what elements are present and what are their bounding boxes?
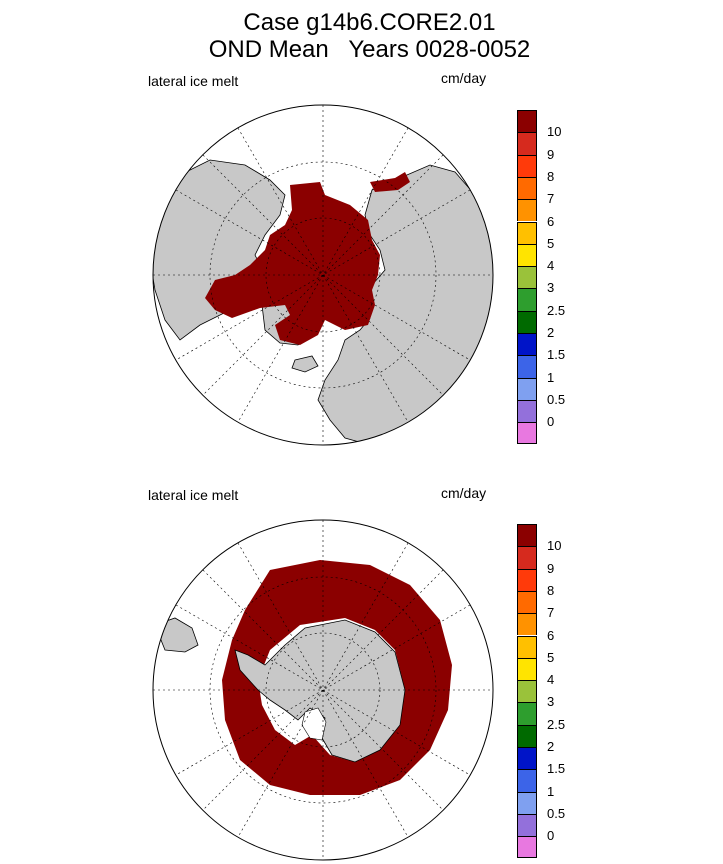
south-colorbar-tick-label: 2.5: [547, 716, 566, 732]
north-colorbar-swatch: [517, 176, 537, 200]
north-colorbar-tick-label: 4: [547, 258, 555, 274]
south-colorbar-tick-label: 0: [547, 828, 555, 844]
north-colorbar-tick-label: 0.5: [547, 391, 566, 407]
south-colorbar-tick-label: 4: [547, 672, 555, 688]
north-colorbar-swatch: [517, 199, 537, 222]
north-graticule: [153, 105, 493, 445]
south-graticule: [153, 520, 493, 860]
panel-south-variable-label: lateral ice melt: [148, 487, 239, 503]
panel-north-units-label: cm/day: [441, 70, 487, 86]
north-colorbar-tick-label: 8: [547, 168, 555, 184]
south-colorbar-swatch: [517, 769, 537, 792]
north-colorbar-tick-label: 10: [547, 124, 562, 140]
south-colorbar-swatch: [517, 747, 537, 770]
north-colorbar-swatch: [517, 110, 537, 133]
north-colorbar-tick-label: 7: [547, 191, 555, 207]
north-colorbar-tick-label: 3: [547, 280, 555, 296]
south-colorbar-tick-label: 3: [547, 694, 555, 710]
south-colorbar-tick-label: 9: [547, 560, 555, 576]
north-colorbar-swatch: [517, 399, 537, 423]
north-arctic-melt-region: [205, 182, 380, 345]
south-colorbar-swatch: [517, 724, 537, 747]
south-colorbar-swatch: [517, 813, 537, 837]
north-colorbar-swatch: [517, 288, 537, 311]
north-colorbar-tick-label: 0: [547, 414, 555, 430]
south-colorbar-tick-label: 1: [547, 783, 555, 799]
panel-south-units-label: cm/day: [441, 485, 487, 501]
south-colorbar-swatch: [517, 680, 537, 703]
north-colorbar-tick-label: 9: [547, 146, 555, 162]
south-colorbar-swatch: [517, 657, 537, 681]
north-bering-melt-region: [370, 172, 410, 192]
south-colorbar-swatch: [517, 613, 537, 636]
south-colorbar-tick-label: 1.5: [547, 761, 566, 777]
south-colorbar-tick-label: 0.5: [547, 805, 566, 821]
north-colorbar-tick-label: 5: [547, 235, 555, 251]
south-colorbar-tick-label: 7: [547, 605, 555, 621]
south-colorbar-tick-label: 8: [547, 582, 555, 598]
panel-north-variable-label: lateral ice melt: [148, 73, 239, 89]
north-colorbar-swatch: [517, 377, 537, 400]
north-island-land: [291, 355, 319, 373]
north-colorbar-swatch: [517, 310, 537, 333]
north-colorbar-tick-label: 6: [547, 213, 555, 229]
north-colorbar-tick-label: 1.5: [547, 347, 566, 363]
south-colorbar-swatch: [517, 836, 537, 859]
south-colorbar-tick-label: 5: [547, 649, 555, 665]
figure-title-line2: OND Mean Years 0028-0052: [208, 36, 531, 63]
south-colorbar-swatch: [517, 635, 537, 658]
north-polar-map: [152, 104, 494, 446]
north-colorbar-swatch: [517, 355, 537, 378]
north-colorbar-swatch: [517, 221, 537, 244]
south-ross-notch: [301, 707, 327, 741]
north-colorbar-swatch: [517, 333, 537, 356]
south-colorbar-tick-label: 6: [547, 627, 555, 643]
north-colorbar-tick-label: 2.5: [547, 302, 566, 318]
north-colorbar-tick-label: 2: [547, 325, 555, 340]
south-colorbar-tick-label: 10: [547, 538, 562, 554]
figure-title-line1: Case g14b6.CORE2.01: [243, 9, 496, 36]
south-ocean-melt-region: [222, 560, 452, 795]
south-colorbar-swatch: [517, 702, 537, 725]
south-colorbar-swatch: [517, 590, 537, 614]
north-colorbar-swatch: [517, 132, 537, 155]
south-colorbar-swatch: [517, 524, 537, 547]
south-map-border: [152, 519, 494, 861]
south-colorbar-tick-label: 2: [547, 739, 555, 754]
north-colorbar-tick-label: 1: [547, 369, 555, 385]
south-polar-map: [152, 519, 494, 861]
south-colorbar-swatch: [517, 546, 537, 569]
south-colorbar-swatch: [517, 568, 537, 591]
north-colorbar-swatch: [517, 154, 537, 177]
north-map-border: [152, 104, 494, 446]
north-colorbar-swatch: [517, 243, 537, 267]
north-colorbar-swatch: [517, 422, 537, 445]
south-colorbar-swatch: [517, 791, 537, 814]
north-colorbar-swatch: [517, 266, 537, 289]
